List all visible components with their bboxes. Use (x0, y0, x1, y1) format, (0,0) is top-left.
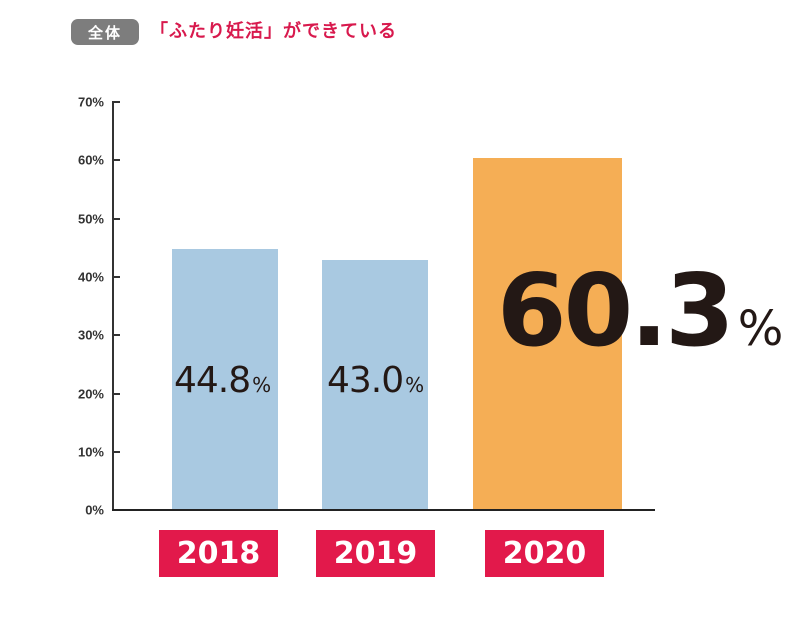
y-tick (113, 451, 120, 453)
y-tick-label: 10% (77, 444, 104, 460)
value-number: 43.0 (327, 360, 404, 401)
y-tick-label: 0% (85, 502, 104, 518)
year-label-2019: 2019 (316, 530, 435, 577)
bar-2020 (473, 158, 622, 510)
value-label-2019: 43.0% (327, 360, 424, 401)
bar-2018 (172, 249, 278, 510)
value-label-2020: 60.3% (497, 252, 784, 369)
percent-sign: % (737, 301, 784, 357)
y-axis-line (112, 101, 114, 511)
percent-sign: % (405, 373, 424, 397)
y-tick (113, 101, 120, 103)
year-label-2018: 2018 (159, 530, 278, 577)
header-badge: 全体 (71, 19, 139, 45)
value-number: 44.8 (174, 360, 251, 401)
y-tick-label: 30% (77, 327, 104, 343)
y-tick (113, 393, 120, 395)
bar-2019 (322, 260, 428, 510)
y-tick-label: 60% (77, 152, 104, 168)
y-tick-label: 70% (77, 94, 104, 110)
y-tick-label: 20% (77, 386, 104, 402)
y-tick (113, 218, 120, 220)
y-tick (113, 159, 120, 161)
chart-title: 「ふたり妊活」ができている (150, 21, 397, 42)
percent-sign: % (252, 373, 271, 397)
y-tick (113, 276, 120, 278)
y-tick-label: 50% (77, 211, 104, 227)
value-label-2018: 44.8% (174, 360, 271, 401)
year-label-2020: 2020 (485, 530, 604, 577)
y-tick (113, 334, 120, 336)
y-tick-label: 40% (77, 269, 104, 285)
value-number: 60.3 (497, 252, 735, 369)
x-axis-line (112, 509, 655, 511)
